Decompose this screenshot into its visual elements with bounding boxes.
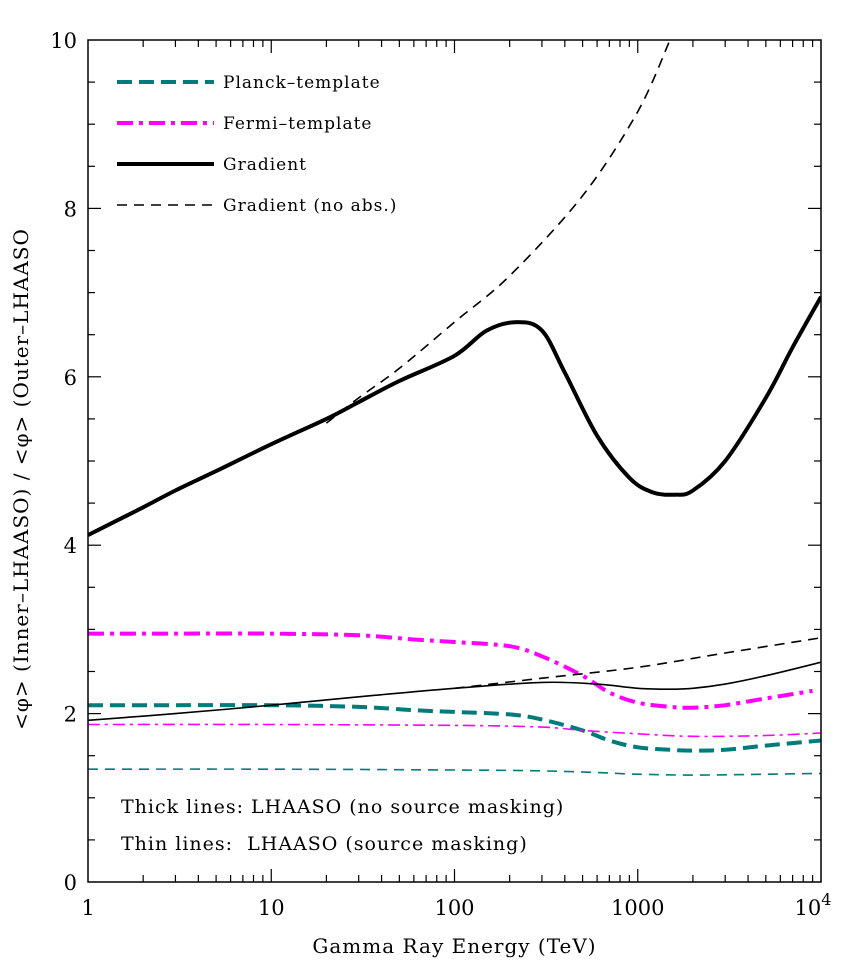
legend-label: Gradient	[223, 155, 307, 175]
x-tick-label: 100	[434, 896, 474, 920]
x-tick-exponent: 4	[821, 890, 831, 909]
axis-ticks	[88, 40, 821, 882]
series-line	[325, 40, 671, 424]
y-tick-label: 0	[64, 871, 77, 895]
legend: Planck–template Fermi–template Gradient Gra…	[117, 73, 397, 216]
series-line	[88, 768, 821, 776]
annotation-thin-lines: Thin lines: LHAASO (source masking)	[121, 833, 528, 855]
series-line	[88, 703, 821, 753]
series-line	[88, 661, 821, 722]
x-tick-label: 1	[81, 896, 94, 920]
y-tick-label: 8	[64, 197, 77, 221]
legend-label: Planck–template	[223, 73, 381, 93]
series-line	[454, 637, 821, 690]
x-axis-title: Gamma Ray Energy (TeV)	[312, 934, 596, 958]
y-tick-label: 2	[64, 703, 77, 727]
series-line	[88, 295, 821, 537]
legend-label: Fermi–template	[223, 114, 372, 134]
x-tick-label: 10	[258, 896, 285, 920]
data-series	[88, 40, 821, 776]
y-tick-label: 4	[64, 534, 77, 558]
y-axis-title: <φ> (Inner–LHAASO) / <φ> (Outer–LHAASO	[9, 228, 33, 730]
series-line	[88, 723, 821, 738]
annotation-thick-lines: Thick lines: LHAASO (no source masking)	[121, 796, 564, 818]
x-tick-label: 104	[795, 890, 832, 920]
y-tick-label: 6	[64, 366, 77, 390]
y-tick-label: 10	[50, 29, 77, 53]
x-tick-label: 1000	[611, 896, 664, 920]
series-line	[88, 631, 813, 710]
plot-frame	[87, 39, 822, 883]
legend-label: Gradient (no abs.)	[223, 196, 397, 216]
